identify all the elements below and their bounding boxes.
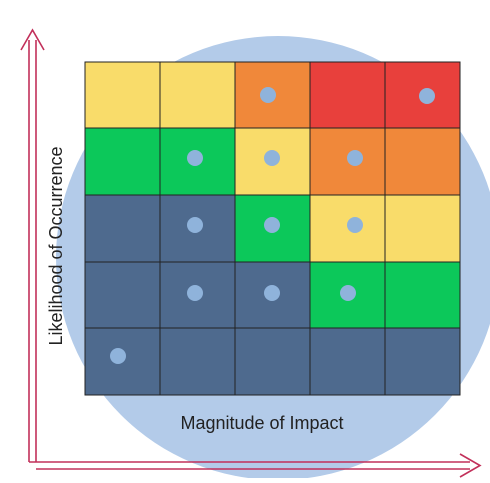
risk-cell	[309, 194, 386, 263]
risk-dot	[187, 150, 203, 166]
axis-arrows	[20, 28, 482, 478]
risk-cell	[384, 261, 461, 329]
x-axis-label: Magnitude of Impact	[180, 413, 343, 433]
x-arrowhead	[459, 453, 482, 478]
risk-cell	[384, 194, 461, 263]
risk-cell	[84, 61, 161, 129]
risk-dot	[347, 217, 363, 233]
risk-cell	[84, 127, 161, 196]
y-axis-label: Likelihood of Occurrence	[46, 146, 66, 345]
risk-dot	[264, 285, 280, 301]
risk-cell	[84, 194, 161, 263]
risk-dot	[340, 285, 356, 301]
risk-cell	[309, 327, 386, 396]
risk-dot	[264, 150, 280, 166]
risk-cell	[84, 261, 161, 329]
risk-cell	[384, 127, 461, 196]
risk-dot	[264, 217, 280, 233]
risk-cell	[159, 327, 236, 396]
y-arrowhead	[20, 28, 45, 51]
grid	[84, 61, 461, 396]
risk-cell	[309, 127, 386, 196]
risk-dot	[187, 285, 203, 301]
risk-dot	[187, 217, 203, 233]
risk-dot	[419, 88, 435, 104]
risk-cell	[384, 327, 461, 396]
risk-cell	[234, 327, 311, 396]
risk-cell	[159, 61, 236, 129]
risk-dot	[347, 150, 363, 166]
risk-dot	[110, 348, 126, 364]
risk-dot	[260, 87, 276, 103]
risk-cell	[309, 61, 386, 129]
